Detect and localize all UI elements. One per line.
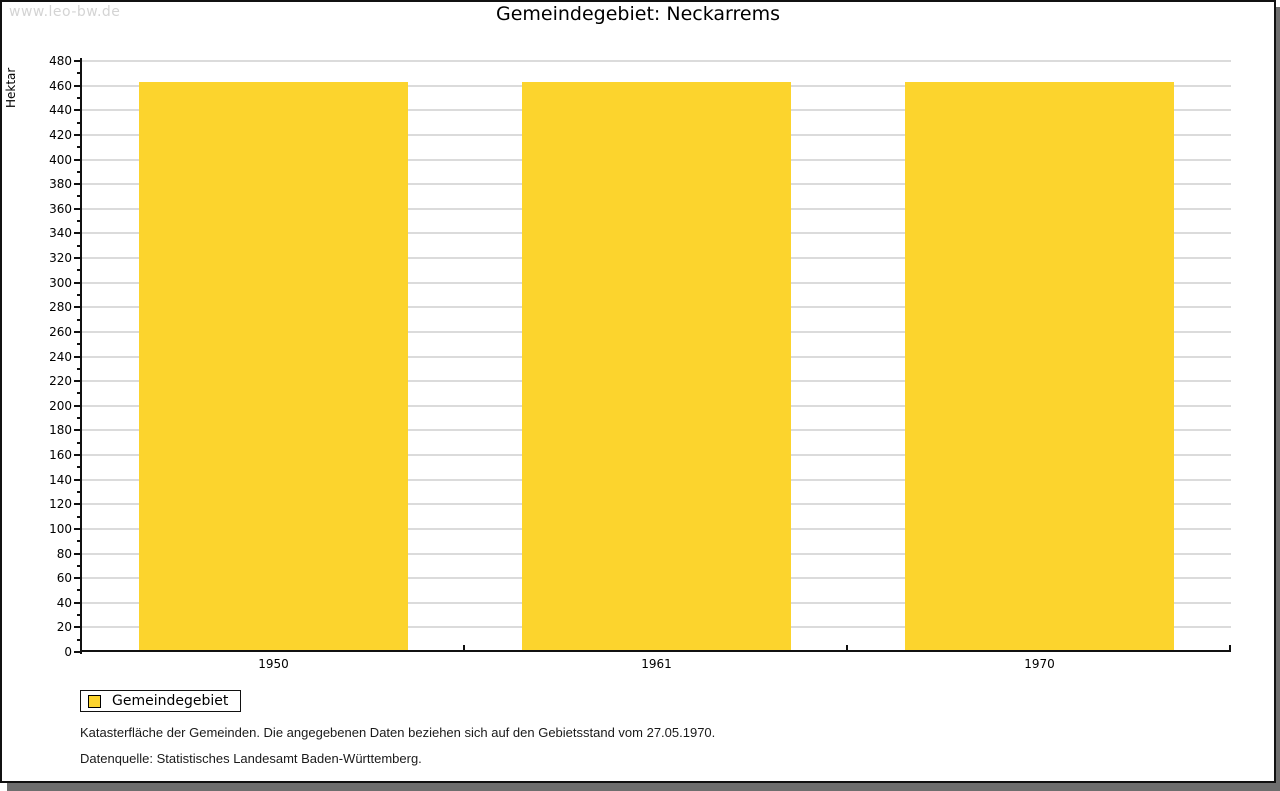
y-axis-major-tick bbox=[74, 626, 80, 629]
y-axis-tick-label: 460 bbox=[49, 78, 72, 93]
y-axis-major-tick bbox=[74, 306, 80, 309]
y-axis-tick-label: 400 bbox=[49, 152, 72, 167]
y-axis-major-tick bbox=[74, 404, 80, 407]
y-axis-major-tick bbox=[74, 454, 80, 456]
y-axis-minor-tick bbox=[77, 318, 80, 321]
x-axis-category-label: 1950 bbox=[258, 657, 289, 671]
y-axis-minor-tick bbox=[77, 515, 80, 518]
y-axis-tick-label: 40 bbox=[56, 595, 72, 610]
y-axis-minor-tick bbox=[77, 466, 80, 469]
y-axis-minor-tick bbox=[77, 417, 80, 420]
y-axis-tick-label: 320 bbox=[49, 251, 72, 265]
y-axis-tick-label: 60 bbox=[56, 571, 72, 586]
y-axis-tick-label: 200 bbox=[49, 398, 72, 413]
y-axis-major-tick bbox=[74, 380, 80, 383]
y-axis-major-tick bbox=[74, 552, 80, 555]
watermark: www.leo-bw.de bbox=[9, 4, 121, 20]
y-axis-major-tick bbox=[74, 577, 80, 580]
x-axis-tick bbox=[846, 645, 848, 650]
y-axis-major-tick bbox=[74, 281, 80, 284]
y-axis-label: Hektar bbox=[4, 67, 18, 108]
y-axis-major-tick bbox=[74, 232, 80, 235]
y-axis-minor-tick bbox=[77, 367, 80, 370]
y-axis-minor-tick bbox=[77, 614, 80, 617]
y-axis-tick-label: 140 bbox=[49, 472, 72, 487]
y-axis-major-tick bbox=[74, 478, 80, 481]
legend-swatch bbox=[88, 694, 101, 708]
chart-title: Gemeindegebiet: Neckarrems bbox=[496, 3, 780, 25]
y-axis-minor-tick bbox=[77, 146, 80, 149]
y-axis-minor-tick bbox=[77, 343, 80, 346]
x-axis-tick bbox=[463, 645, 465, 650]
y-axis-minor-tick bbox=[77, 96, 80, 99]
y-axis-major-tick bbox=[74, 84, 80, 87]
bar-1961 bbox=[522, 82, 791, 652]
y-axis-tick-label: 280 bbox=[49, 300, 72, 315]
y-axis-line bbox=[80, 58, 82, 654]
y-axis-tick-label: 220 bbox=[49, 374, 72, 389]
y-axis-tick-label: 480 bbox=[49, 54, 72, 68]
y-axis-tick-label: 120 bbox=[49, 497, 72, 512]
y-axis-minor-tick bbox=[77, 244, 80, 247]
x-axis-category-label: 1961 bbox=[641, 657, 672, 671]
y-axis-tick-label: 160 bbox=[49, 448, 72, 462]
y-axis-major-tick bbox=[74, 133, 80, 136]
y-axis-minor-tick bbox=[77, 269, 80, 272]
y-axis-major-tick bbox=[74, 503, 80, 506]
y-axis-major-tick bbox=[74, 207, 80, 210]
y-axis-minor-tick bbox=[77, 589, 80, 592]
plot-area: 0 20 40 60 80 100 120 140 160 180 200 220 240 260 280 3… bbox=[49, 54, 1231, 671]
y-axis-tick-label: 300 bbox=[49, 275, 72, 290]
x-axis-category-label: 1970 bbox=[1024, 657, 1055, 671]
y-axis-major-tick bbox=[74, 330, 80, 333]
y-axis-major-tick bbox=[74, 601, 80, 604]
legend: Gemeindegebiet bbox=[80, 690, 242, 712]
y-axis-tick-label: 180 bbox=[49, 423, 72, 438]
y-axis-minor-tick bbox=[77, 170, 80, 173]
gridline bbox=[82, 60, 1231, 62]
footnote-data-source: Datenquelle: Statistisches Landesamt Bad… bbox=[80, 751, 422, 766]
y-axis-major-tick bbox=[74, 109, 80, 112]
x-axis-tick bbox=[1229, 645, 1231, 650]
bar-1970 bbox=[905, 82, 1174, 652]
footnote-source-info: Katasterfläche der Gemeinden. Die angege… bbox=[80, 725, 716, 740]
y-axis-minor-tick bbox=[77, 293, 80, 296]
frame-shadow-right bbox=[1276, 7, 1280, 791]
bar-1950 bbox=[139, 82, 408, 652]
y-axis-minor-tick bbox=[77, 638, 80, 641]
y-axis-major-tick bbox=[74, 158, 80, 161]
y-axis-tick-label: 360 bbox=[49, 201, 72, 216]
y-axis-tick-label: 20 bbox=[56, 620, 72, 635]
y-axis-tick-label: 440 bbox=[49, 103, 72, 118]
y-axis-major-tick bbox=[74, 429, 80, 432]
y-axis-tick-label: 80 bbox=[56, 546, 72, 561]
y-axis-tick-label: 260 bbox=[49, 324, 72, 339]
y-axis-tick-label: 0 bbox=[64, 645, 72, 659]
y-axis-major-tick bbox=[74, 60, 80, 62]
y-axis-tick-label: 380 bbox=[49, 177, 72, 192]
frame-shadow-bottom bbox=[7, 783, 1280, 791]
y-axis-minor-tick bbox=[77, 392, 80, 395]
y-axis-tick-label: 340 bbox=[49, 226, 72, 241]
y-axis-major-tick bbox=[74, 257, 80, 259]
y-axis-major-tick bbox=[74, 183, 80, 186]
y-axis-minor-tick bbox=[77, 564, 80, 567]
y-axis-minor-tick bbox=[77, 121, 80, 124]
y-axis-minor-tick bbox=[77, 195, 80, 198]
y-axis-tick-label: 420 bbox=[49, 127, 72, 142]
y-axis-minor-tick bbox=[77, 220, 80, 223]
legend-label: Gemeindegebiet bbox=[112, 693, 229, 709]
y-axis-minor-tick bbox=[77, 441, 80, 444]
y-axis-minor-tick bbox=[77, 490, 80, 493]
y-axis-tick-label: 240 bbox=[49, 349, 72, 364]
y-axis-major-tick bbox=[74, 527, 80, 530]
y-axis-major-tick bbox=[74, 355, 80, 358]
y-axis-tick-label: 100 bbox=[49, 521, 72, 536]
y-axis-minor-tick bbox=[77, 540, 80, 543]
y-axis-minor-tick bbox=[77, 72, 80, 75]
x-axis-line bbox=[80, 650, 1231, 652]
y-axis-major-tick bbox=[74, 651, 80, 653]
